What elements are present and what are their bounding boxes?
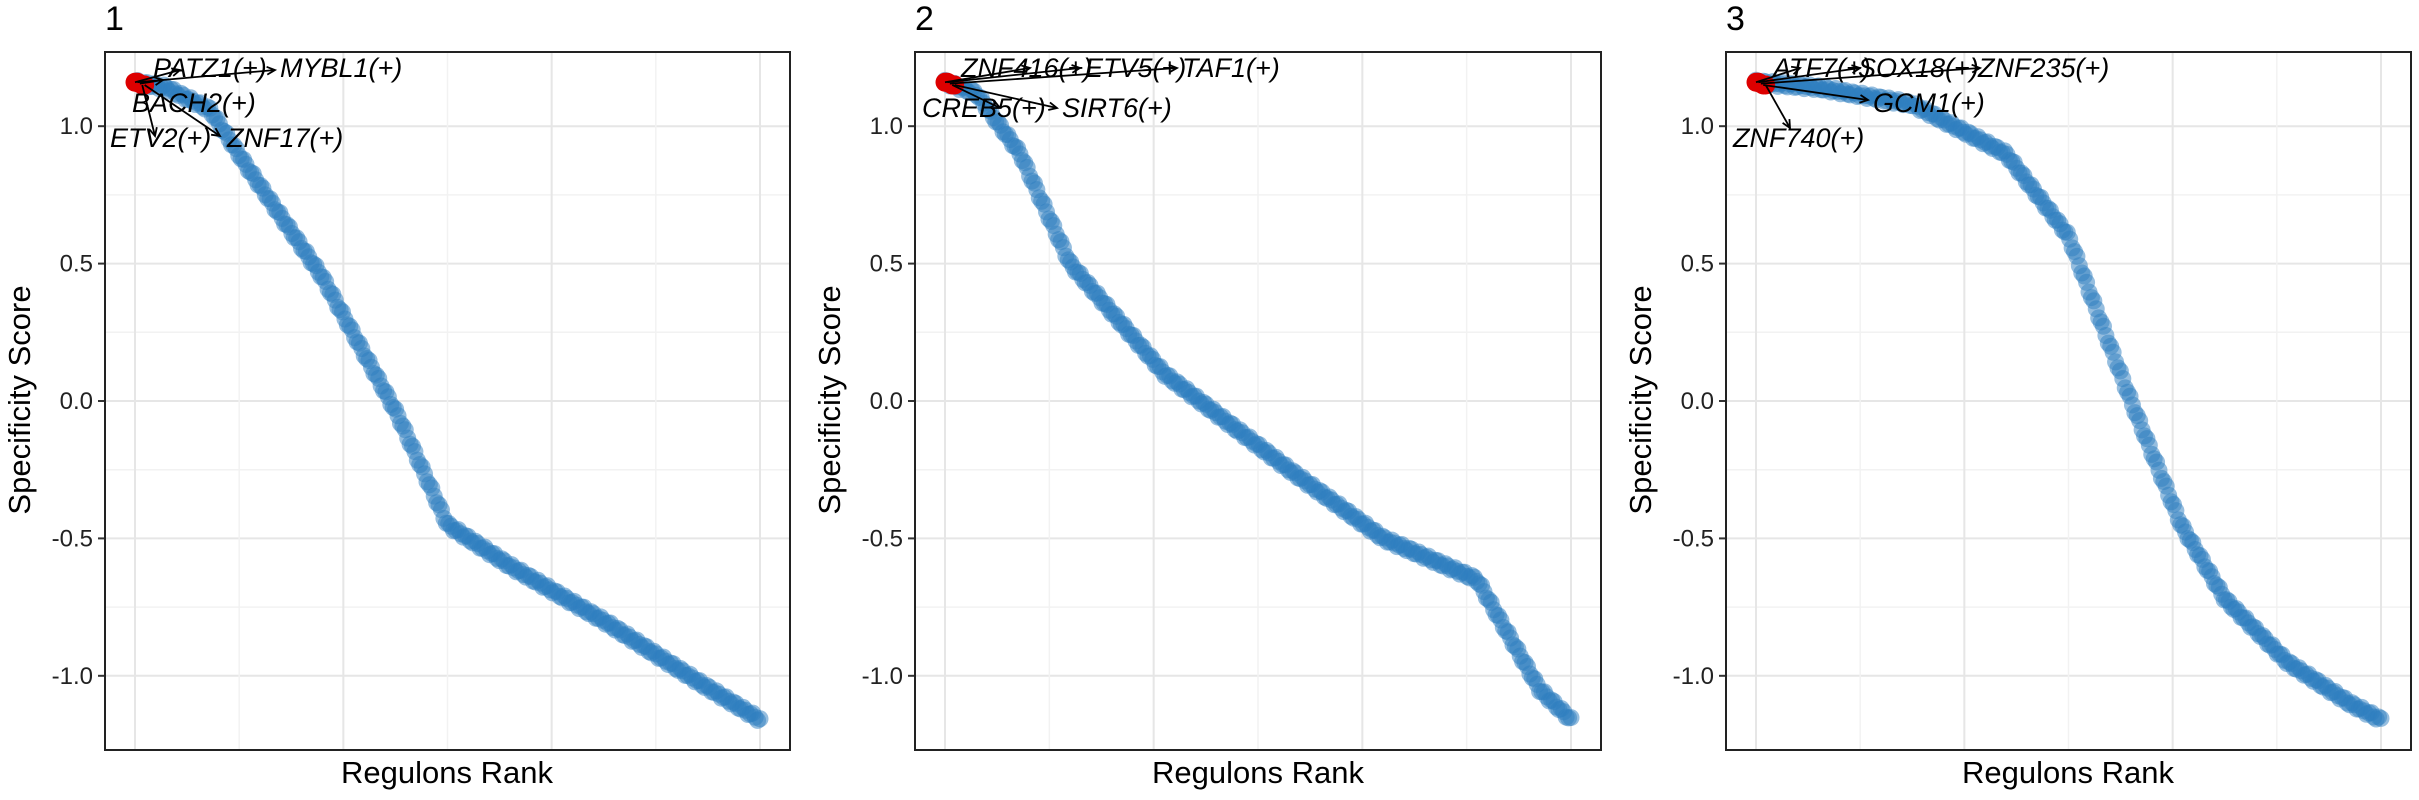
y-tick-label: 1.0	[60, 113, 93, 140]
plot-border	[1725, 51, 2412, 751]
y-axis-title: Specificity Score	[1623, 285, 1658, 514]
annotation-arrow	[1760, 67, 1981, 85]
plot-border	[104, 51, 791, 751]
arrow-head	[1971, 63, 1983, 74]
arrow-head	[210, 127, 222, 138]
plot-area: 1.00.50.0-0.5-1.0ZNF416(+)ETV5(+)TAF1(+)…	[862, 51, 1602, 751]
y-axis-title: Specificity Score	[2, 285, 37, 514]
regulon-label: TAF1(+)	[1182, 53, 1280, 83]
points	[936, 71, 1580, 727]
y-tick-label: -1.0	[862, 663, 903, 690]
regulon-label: MYBL1(+)	[280, 53, 402, 83]
annotations: ZNF416(+)ETV5(+)TAF1(+)CREB5(+) SIRT6(+)	[922, 53, 1280, 123]
points	[126, 71, 769, 729]
x-axis-title: Regulons Rank	[341, 755, 553, 790]
y-tick-label: -0.5	[52, 525, 93, 552]
y-tick-label: 0.5	[60, 251, 93, 278]
arrow-head	[1021, 64, 1033, 74]
y-tick-label: 1.0	[870, 113, 903, 140]
regulon-label: ETV2(+)	[110, 123, 211, 153]
arrow-head	[1071, 64, 1083, 74]
arrow-head	[266, 65, 278, 76]
annotation-arrow	[954, 84, 1058, 109]
annotation-arrow	[139, 79, 164, 85]
annotation-arrow	[1763, 84, 1869, 101]
x-axis-title: Regulons Rank	[1152, 755, 1364, 790]
panel-tag: 2	[915, 0, 934, 38]
annotation-arrow	[1758, 67, 1861, 84]
regulon-label: PATZ1(+)	[153, 53, 267, 83]
arrow-head	[170, 67, 182, 77]
arrow-head	[1048, 101, 1060, 111]
data-point	[1562, 709, 1580, 727]
y-tick-label: 0.0	[60, 388, 93, 415]
y-tick-label: 0.0	[1681, 388, 1714, 415]
regulon-label: GCM1(+)	[1873, 88, 1985, 118]
regulon-label: BACH2(+)	[132, 88, 256, 118]
annotation-arrow	[141, 84, 156, 137]
y-tick-label: 0.5	[870, 251, 903, 278]
arrow-head	[1168, 63, 1180, 74]
arrow-head	[154, 76, 166, 86]
annotation-arrow	[949, 67, 1178, 85]
arrow-head	[1790, 65, 1802, 75]
plot-border	[914, 51, 1602, 751]
regulon-label: ZNF235(+)	[1977, 53, 2109, 83]
annotation-arrow	[144, 84, 221, 137]
arrow-head	[148, 127, 158, 139]
regulon-label: CREB5(+)	[922, 93, 1046, 123]
y-tick-label: 0.0	[870, 388, 903, 415]
arrow-head	[1859, 94, 1871, 104]
regulon-label: ZNF740(+)	[1732, 123, 1864, 153]
annotation-arrow	[947, 67, 1081, 84]
y-tick-label: -0.5	[1673, 525, 1714, 552]
annotation-arrow	[134, 69, 181, 84]
arrow-head	[1782, 118, 1792, 130]
regulon-label: SOX18(+)	[1858, 53, 1979, 83]
annotations: ATF7(+)SOX18(+) ZNF235(+)GCM1(+)ZNF740(+)	[1732, 53, 2109, 153]
annotation-arrow	[1764, 84, 1791, 129]
y-tick-label: 1.0	[1681, 113, 1714, 140]
panel-tag: 3	[1726, 0, 1745, 38]
panel-1: 1 1.0 0.5 0.0 -0.5 -1.0 PATZ1(+) MYBL1(+) BACH2…	[2, 0, 791, 790]
panel-2: 2 1.00.50.0-0.5-1.0ZNF416(+)ETV5(+)TAF1(…	[812, 0, 1602, 790]
data-point	[2372, 709, 2390, 727]
data-point	[751, 710, 769, 728]
arrow-head	[990, 100, 1002, 109]
y-tick-label: -1.0	[1673, 663, 1714, 690]
annotations: PATZ1(+) MYBL1(+) BACH2(+) ETV2(+) ZNF17(+)	[110, 53, 402, 153]
x-axis-title: Regulons Rank	[1962, 755, 2174, 790]
annotation-arrow	[1755, 67, 1801, 84]
regulon-label: ZNF17(+)	[226, 123, 343, 153]
panel-tag: 1	[105, 0, 124, 38]
y-tick-label: -1.0	[52, 663, 93, 690]
regulon-label: SIRT6(+)	[1062, 93, 1172, 123]
points	[1747, 71, 2390, 728]
annotation-arrow	[944, 67, 1031, 84]
y-tick-label: -0.5	[862, 525, 903, 552]
annotation-arrow	[951, 84, 1001, 109]
y-tick-label: 0.5	[1681, 251, 1714, 278]
arrow-head	[1851, 64, 1863, 74]
plot-area: 1.0 0.5 0.0 -0.5 -1.0 PATZ1(+) MYBL1(+) BACH2(+…	[52, 51, 791, 751]
y-axis-title: Specificity Score	[812, 285, 847, 514]
